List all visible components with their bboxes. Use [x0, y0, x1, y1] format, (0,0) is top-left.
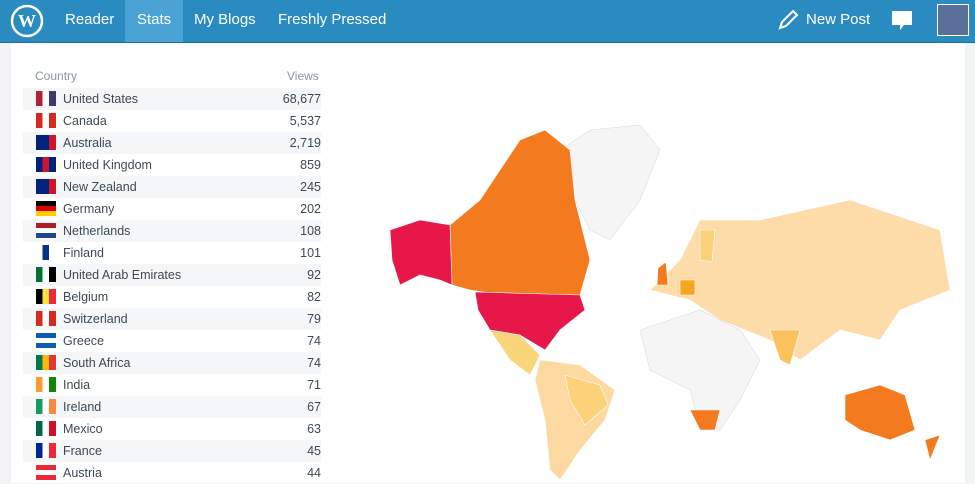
view-count: 2,719	[289, 136, 321, 150]
view-count: 202	[300, 202, 321, 216]
country-name: Netherlands	[63, 224, 131, 238]
flag	[36, 113, 56, 128]
flag	[36, 245, 56, 260]
view-count: 67	[307, 400, 321, 414]
avatar[interactable]	[937, 4, 969, 36]
country-name: South Africa	[63, 356, 131, 370]
flag	[36, 201, 56, 216]
nav-item[interactable]: My Blogs	[194, 11, 256, 28]
flag	[36, 179, 56, 194]
flag	[36, 465, 56, 480]
country-row: Greece 74	[23, 330, 321, 352]
svg-text:W: W	[18, 11, 36, 31]
stats-panel: Country Views United States 68,677 Canada 5…	[11, 43, 965, 483]
country-name: Austria	[63, 466, 102, 480]
flag	[36, 421, 56, 436]
view-count: 68,677	[282, 92, 321, 106]
country-name: Mexico	[63, 422, 103, 436]
view-count: 63	[307, 422, 321, 436]
country-row: Belgium 82	[23, 286, 321, 308]
view-count: 45	[307, 444, 321, 458]
flag	[36, 289, 56, 304]
flag	[36, 311, 56, 326]
country-name: Greece	[63, 334, 104, 348]
country-name: United Kingdom	[63, 158, 152, 172]
flag	[36, 333, 56, 348]
top-bar: W Reader Stats My Blogs Freshly Pressed New…	[0, 0, 975, 43]
country-row: United Arab Emirates 92	[23, 264, 321, 286]
country-name: Belgium	[63, 290, 109, 304]
country-name: New Zealand	[63, 180, 137, 194]
country-name: Germany	[63, 202, 115, 216]
flag	[36, 399, 56, 414]
view-count: 859	[300, 158, 321, 172]
country-row: Netherlands 108	[23, 220, 321, 242]
flag	[36, 267, 56, 282]
flag	[36, 135, 56, 150]
country-row: Germany 202	[23, 198, 321, 220]
pencil-icon[interactable]	[776, 8, 800, 32]
country-name: Australia	[63, 136, 112, 150]
country-row: South Africa 74	[23, 352, 321, 374]
country-row: United Kingdom 859	[23, 154, 321, 176]
view-count: 245	[300, 180, 321, 194]
world-map	[389, 124, 951, 481]
country-row: Ireland 67	[23, 396, 321, 418]
country-name: United Arab Emirates	[63, 268, 182, 282]
country-row: Finland 101	[23, 242, 321, 264]
flag	[36, 91, 56, 106]
country-name: India	[63, 378, 91, 392]
nav-item[interactable]: Reader	[65, 11, 115, 28]
new-post[interactable]: New Post	[806, 11, 871, 28]
country-row: Canada 5,537	[23, 110, 321, 132]
country-name: Canada	[63, 114, 107, 128]
country-name: United States	[63, 92, 139, 106]
country-row: United States 68,677	[23, 88, 321, 110]
view-count: 71	[307, 378, 321, 392]
view-count: 108	[300, 224, 321, 238]
country-name: France	[63, 444, 102, 458]
flag	[36, 443, 56, 458]
country-name: Switzerland	[63, 312, 128, 326]
view-count: 79	[307, 312, 321, 326]
country-row: Australia 2,719	[23, 132, 321, 154]
country-row: India 71	[23, 374, 321, 396]
country-header: Country	[35, 69, 78, 83]
nav-item[interactable]: Freshly Pressed	[278, 11, 387, 28]
view-count: 82	[307, 290, 321, 304]
country-name: Ireland	[63, 400, 102, 414]
country-name: Finland	[63, 246, 104, 260]
country-row: New Zealand 245	[23, 176, 321, 198]
flag	[36, 223, 56, 238]
country-row: France 45	[23, 440, 321, 462]
view-count: 5,537	[289, 114, 321, 128]
notifications-icon[interactable]	[890, 9, 914, 33]
nav-item[interactable]: Stats	[125, 0, 184, 42]
country-row: Switzerland 79	[23, 308, 321, 330]
flag	[36, 157, 56, 172]
view-count: 74	[307, 334, 321, 348]
view-count: 44	[307, 466, 321, 480]
views-header: Views	[287, 69, 319, 83]
view-count: 92	[307, 268, 321, 282]
country-row: Mexico 63	[23, 418, 321, 440]
flag	[36, 377, 56, 392]
wp-logo[interactable]: W	[10, 4, 44, 38]
view-count: 101	[300, 246, 321, 260]
view-count: 74	[307, 356, 321, 370]
country-row: Austria 44	[23, 462, 321, 484]
flag	[36, 355, 56, 370]
